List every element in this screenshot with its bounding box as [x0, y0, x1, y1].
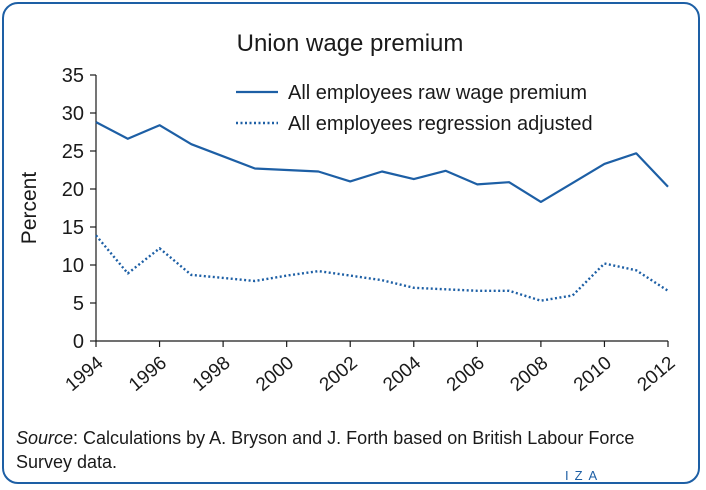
- y-tick-label: 5: [73, 293, 84, 315]
- source-text: : Calculations by A. Bryson and J. Forth…: [16, 428, 635, 472]
- x-tick-label: 1998: [189, 353, 235, 396]
- y-tick-label: 30: [62, 103, 84, 125]
- y-axis-label: Percent: [18, 172, 41, 245]
- x-tick-label: 2006: [443, 353, 489, 396]
- y-tick-label: 25: [62, 141, 84, 163]
- y-tick-label: 35: [62, 65, 84, 87]
- legend-label-0: All employees raw wage premium: [288, 82, 587, 104]
- x-tick-label: 1994: [62, 352, 108, 396]
- y-tick-label: 20: [62, 179, 84, 201]
- x-tick-label: 2008: [506, 353, 552, 396]
- series-line-0: [95, 121, 669, 203]
- x-tick-label: 1996: [125, 353, 171, 396]
- legend: All employees raw wage premium All employ…: [236, 82, 593, 135]
- legend-label-1: All employees regression adjusted: [288, 113, 593, 135]
- y-tick-label: 0: [73, 331, 84, 353]
- x-tick-label: 2000: [252, 353, 298, 396]
- x-tick-label: 2004: [379, 352, 425, 396]
- chart-title: Union wage premium: [237, 30, 464, 57]
- y-tick-label: 15: [62, 217, 84, 239]
- x-tick-label: 2002: [316, 353, 362, 396]
- chart-frame: [2, 2, 700, 484]
- y-tick-label: 10: [62, 255, 84, 277]
- source-note: Source: Calculations by A. Bryson and J.…: [16, 426, 686, 474]
- iza-logo: IZA: [565, 468, 604, 483]
- x-tick-label: 2012: [634, 353, 680, 396]
- x-tick-label: 2010: [570, 353, 616, 396]
- series-line-1: [95, 234, 669, 302]
- series-group: [95, 121, 669, 302]
- source-label: Source: [16, 428, 74, 448]
